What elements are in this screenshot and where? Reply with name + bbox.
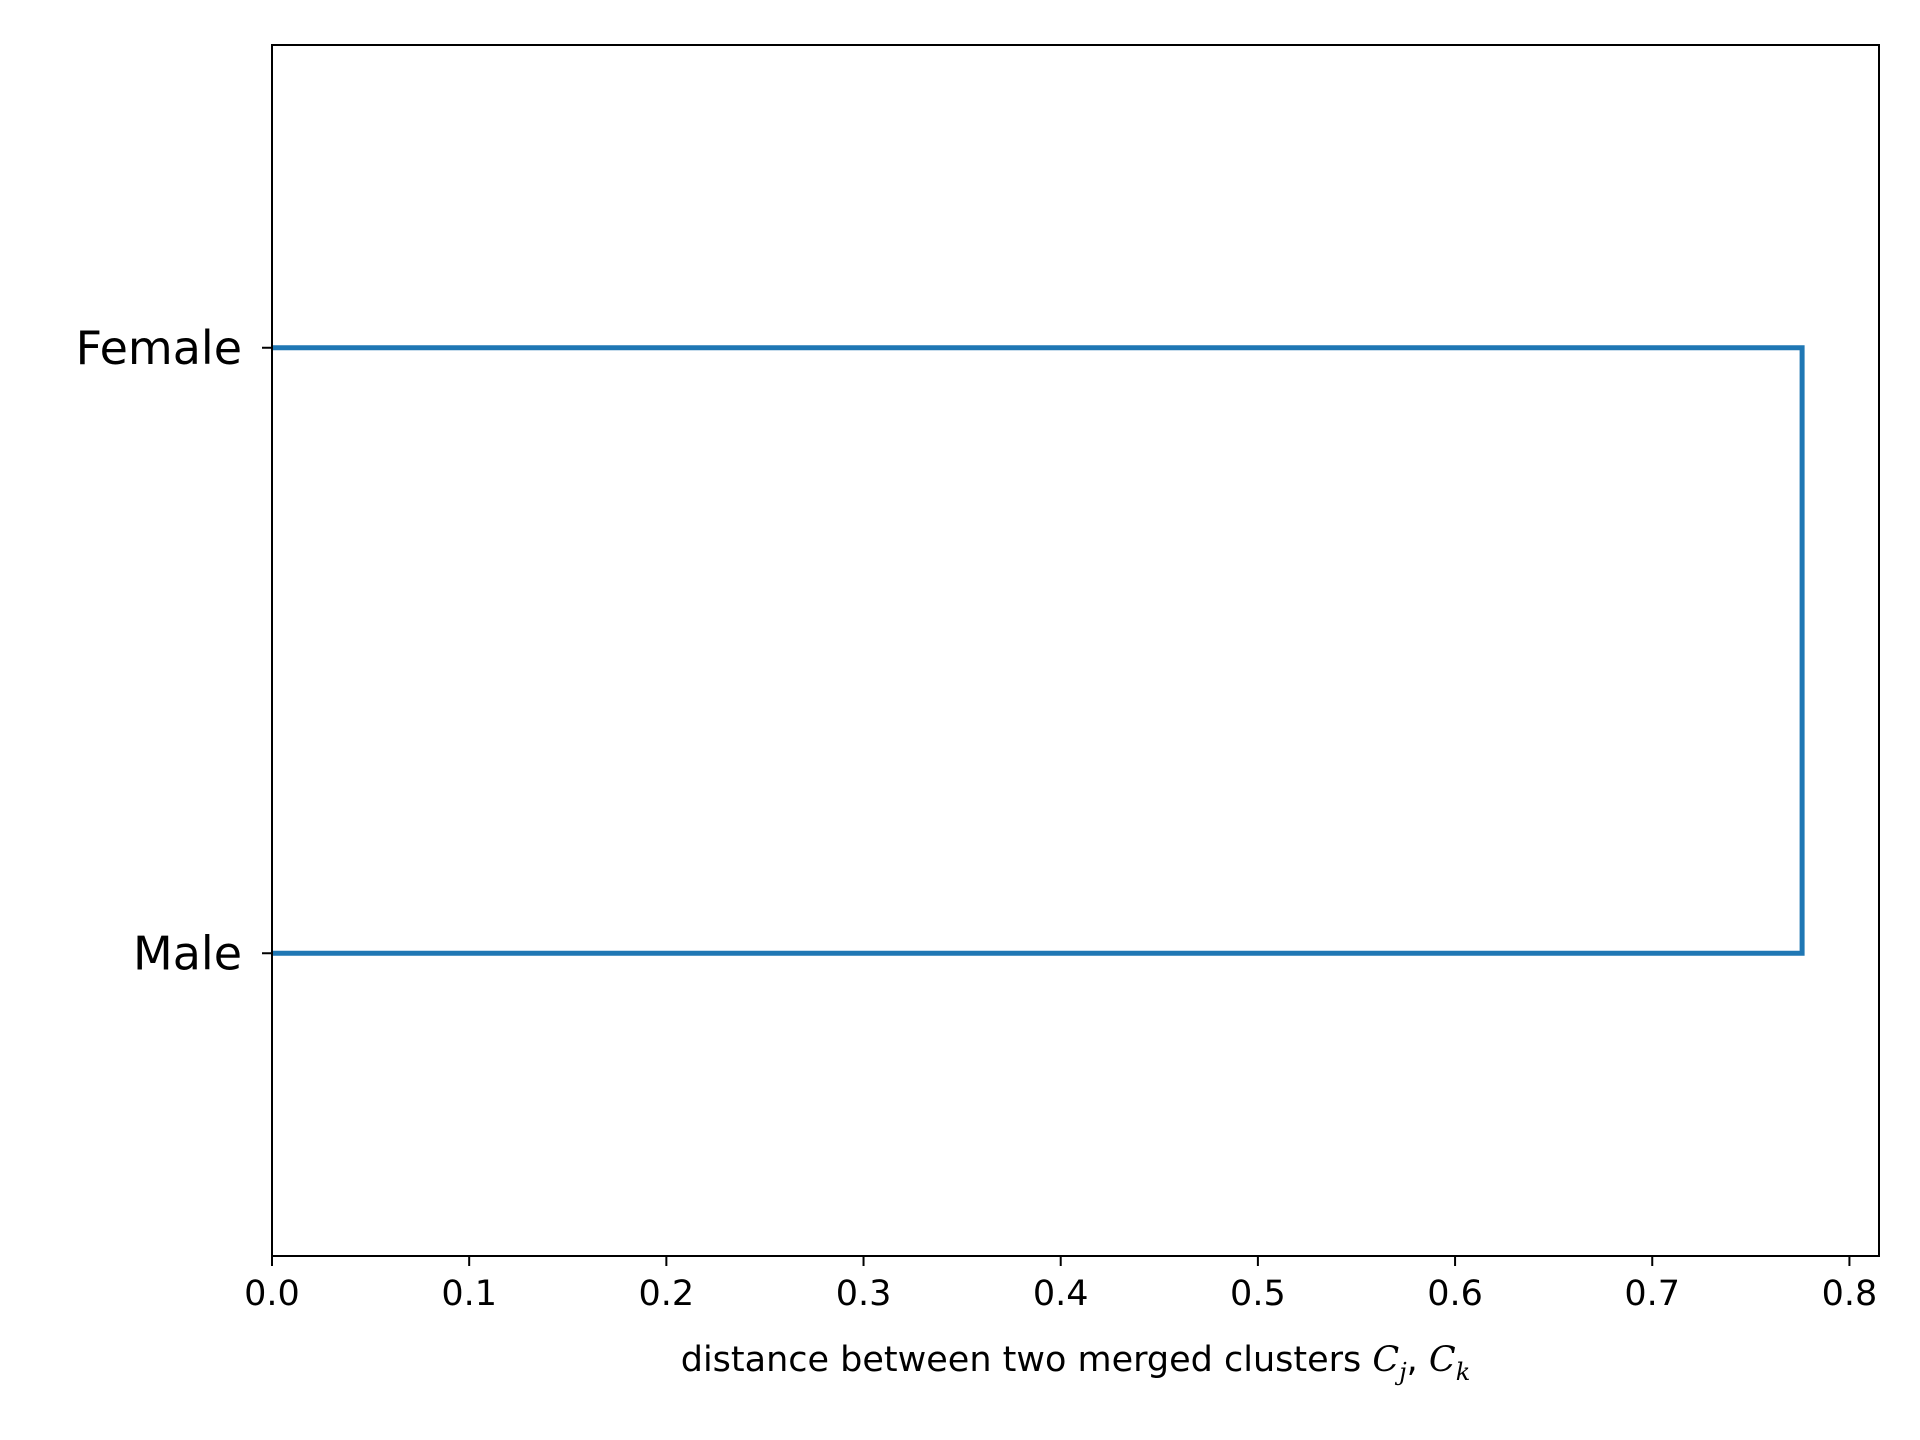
x-axis-label: distance between two merged clusters Cj,… — [681, 1340, 1471, 1386]
x-tick-label-1: 0.1 — [441, 1274, 497, 1314]
x-tick-label-3: 0.3 — [836, 1274, 892, 1314]
leaf-label-male: Male — [133, 926, 242, 980]
axes-frame — [271, 44, 1880, 1257]
x-tick-label-6: 0.6 — [1427, 1274, 1483, 1314]
dendrogram-links — [272, 345, 1805, 956]
dendrogram-link-0 — [272, 345, 1805, 956]
x-tick-label-4: 0.4 — [1033, 1274, 1089, 1314]
x-axis-label-sep: , — [1407, 1340, 1429, 1380]
x-axis-label-c1: C — [1372, 1340, 1399, 1380]
x-tick-label-2: 0.2 — [639, 1274, 695, 1314]
x-axis-label-sub-k: k — [1456, 1358, 1471, 1386]
x-tick-label-5: 0.5 — [1230, 1274, 1286, 1314]
x-axis-ticks: 0.0 0.1 0.2 0.3 0.4 0.5 0.6 0.7 0.8 — [244, 1256, 1877, 1314]
x-axis-label-text: distance between two merged clusters — [681, 1340, 1373, 1380]
leaf-label-female: Female — [76, 321, 242, 375]
x-tick-label-8: 0.8 — [1822, 1274, 1878, 1314]
x-tick-label-7: 0.7 — [1624, 1274, 1680, 1314]
x-axis-label-c2: C — [1429, 1340, 1456, 1380]
leaf-labels: Female Male — [76, 321, 272, 980]
x-tick-label-0: 0.0 — [244, 1274, 300, 1314]
